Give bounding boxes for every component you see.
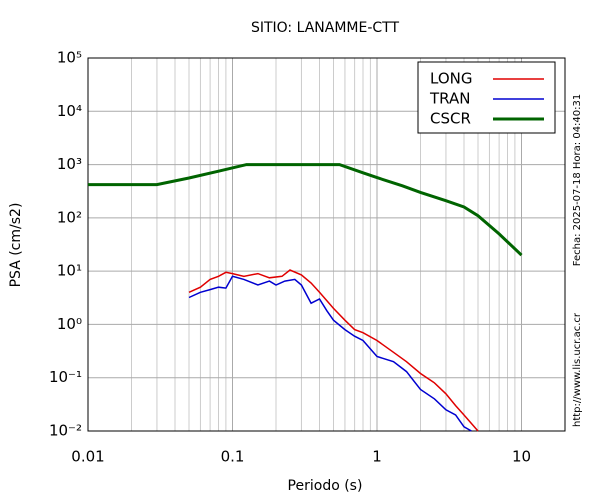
x-tick-label: 10 (512, 448, 531, 466)
plot-frame (87, 57, 566, 432)
y-tick-label: 10⁻² (49, 422, 82, 440)
legend-label: CSCR (430, 110, 471, 128)
legend-label: LONG (430, 70, 472, 88)
url-text: http://www.lis.ucr.ac.cr (572, 312, 583, 427)
y-tick-label: 10⁻¹ (49, 368, 82, 386)
date-text: Fecha: 2025-07-18 Hora: 04:40:31 (572, 94, 583, 267)
y-tick-label: 10¹ (57, 262, 82, 280)
x-tick-label: 0.01 (71, 448, 104, 466)
y-tick-label: 10⁴ (57, 102, 82, 120)
x-tick-label: 1 (372, 448, 382, 466)
x-tick-label: 0.1 (221, 448, 245, 466)
data-line (188, 269, 479, 432)
chart-title: SITIO: LANAMME-CTT (251, 20, 400, 36)
data-line (188, 275, 472, 432)
legend-box (417, 61, 556, 134)
x-axis-label: Periodo (s) (288, 478, 363, 494)
data-line (88, 163, 523, 257)
y-axis-label: PSA (cm/s2) (8, 203, 24, 288)
legend-label: TRAN (429, 90, 470, 108)
y-tick-label: 10⁰ (57, 315, 82, 333)
y-tick-label: 10² (57, 208, 82, 226)
y-tick-label: 10³ (57, 155, 82, 173)
y-tick-label: 10⁵ (57, 49, 82, 67)
